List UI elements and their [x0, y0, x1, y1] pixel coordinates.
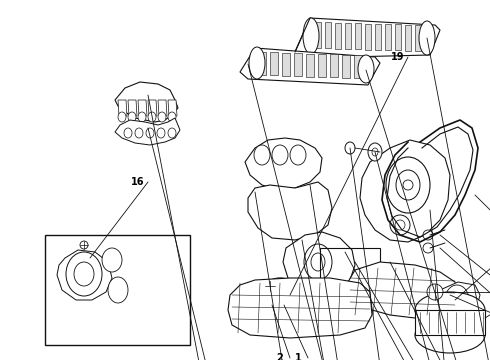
Ellipse shape [345, 142, 355, 154]
Ellipse shape [108, 277, 128, 303]
Ellipse shape [304, 244, 332, 280]
Ellipse shape [445, 285, 469, 315]
Ellipse shape [74, 262, 94, 286]
Bar [320, 248, 380, 298]
Polygon shape [342, 55, 350, 78]
Polygon shape [248, 182, 332, 240]
Polygon shape [395, 24, 401, 50]
Polygon shape [375, 24, 381, 50]
Polygon shape [315, 22, 321, 48]
Polygon shape [354, 55, 362, 78]
Text: 2: 2 [277, 353, 283, 360]
Ellipse shape [118, 112, 126, 122]
Polygon shape [115, 82, 178, 122]
Polygon shape [345, 23, 351, 49]
Ellipse shape [386, 157, 430, 213]
Ellipse shape [415, 317, 485, 353]
Polygon shape [348, 262, 458, 318]
Ellipse shape [128, 112, 136, 122]
Polygon shape [115, 118, 180, 145]
Ellipse shape [266, 286, 294, 314]
Ellipse shape [368, 143, 382, 161]
Polygon shape [57, 250, 112, 300]
Ellipse shape [415, 292, 485, 328]
Polygon shape [335, 23, 341, 49]
Ellipse shape [272, 145, 288, 165]
Polygon shape [385, 24, 391, 50]
Ellipse shape [258, 278, 302, 322]
Polygon shape [118, 100, 127, 116]
Polygon shape [228, 278, 372, 338]
Text: 16: 16 [131, 177, 145, 187]
Ellipse shape [158, 112, 166, 122]
Polygon shape [270, 53, 278, 75]
Ellipse shape [423, 230, 433, 240]
Ellipse shape [290, 145, 306, 165]
Polygon shape [330, 54, 338, 77]
Ellipse shape [311, 253, 325, 271]
Bar [415, 310, 485, 335]
Ellipse shape [254, 145, 270, 165]
Polygon shape [318, 54, 326, 77]
Polygon shape [168, 100, 177, 116]
Polygon shape [415, 25, 421, 51]
Polygon shape [294, 53, 302, 76]
Polygon shape [405, 25, 411, 51]
Ellipse shape [419, 21, 435, 55]
Polygon shape [158, 100, 167, 116]
Ellipse shape [358, 55, 374, 83]
Ellipse shape [138, 112, 146, 122]
Polygon shape [325, 22, 331, 48]
Polygon shape [258, 52, 266, 75]
Ellipse shape [249, 47, 265, 79]
Ellipse shape [423, 243, 433, 253]
Polygon shape [306, 54, 314, 77]
Polygon shape [365, 23, 371, 49]
Polygon shape [148, 100, 157, 116]
Ellipse shape [265, 281, 275, 291]
Polygon shape [433, 282, 480, 320]
Ellipse shape [303, 18, 319, 54]
Ellipse shape [396, 170, 420, 200]
Text: 1: 1 [294, 353, 301, 360]
Polygon shape [138, 100, 147, 116]
Text: 19: 19 [391, 52, 405, 62]
Ellipse shape [66, 252, 102, 296]
Bar [45, 235, 190, 345]
Ellipse shape [102, 248, 122, 272]
Polygon shape [240, 48, 380, 85]
Ellipse shape [390, 215, 410, 235]
Polygon shape [283, 232, 355, 292]
Ellipse shape [148, 112, 156, 122]
Polygon shape [245, 138, 322, 190]
Polygon shape [282, 53, 290, 76]
Polygon shape [355, 23, 361, 49]
Ellipse shape [427, 284, 443, 300]
Polygon shape [128, 100, 137, 116]
Polygon shape [295, 18, 440, 58]
Ellipse shape [168, 112, 176, 122]
Polygon shape [360, 140, 450, 242]
